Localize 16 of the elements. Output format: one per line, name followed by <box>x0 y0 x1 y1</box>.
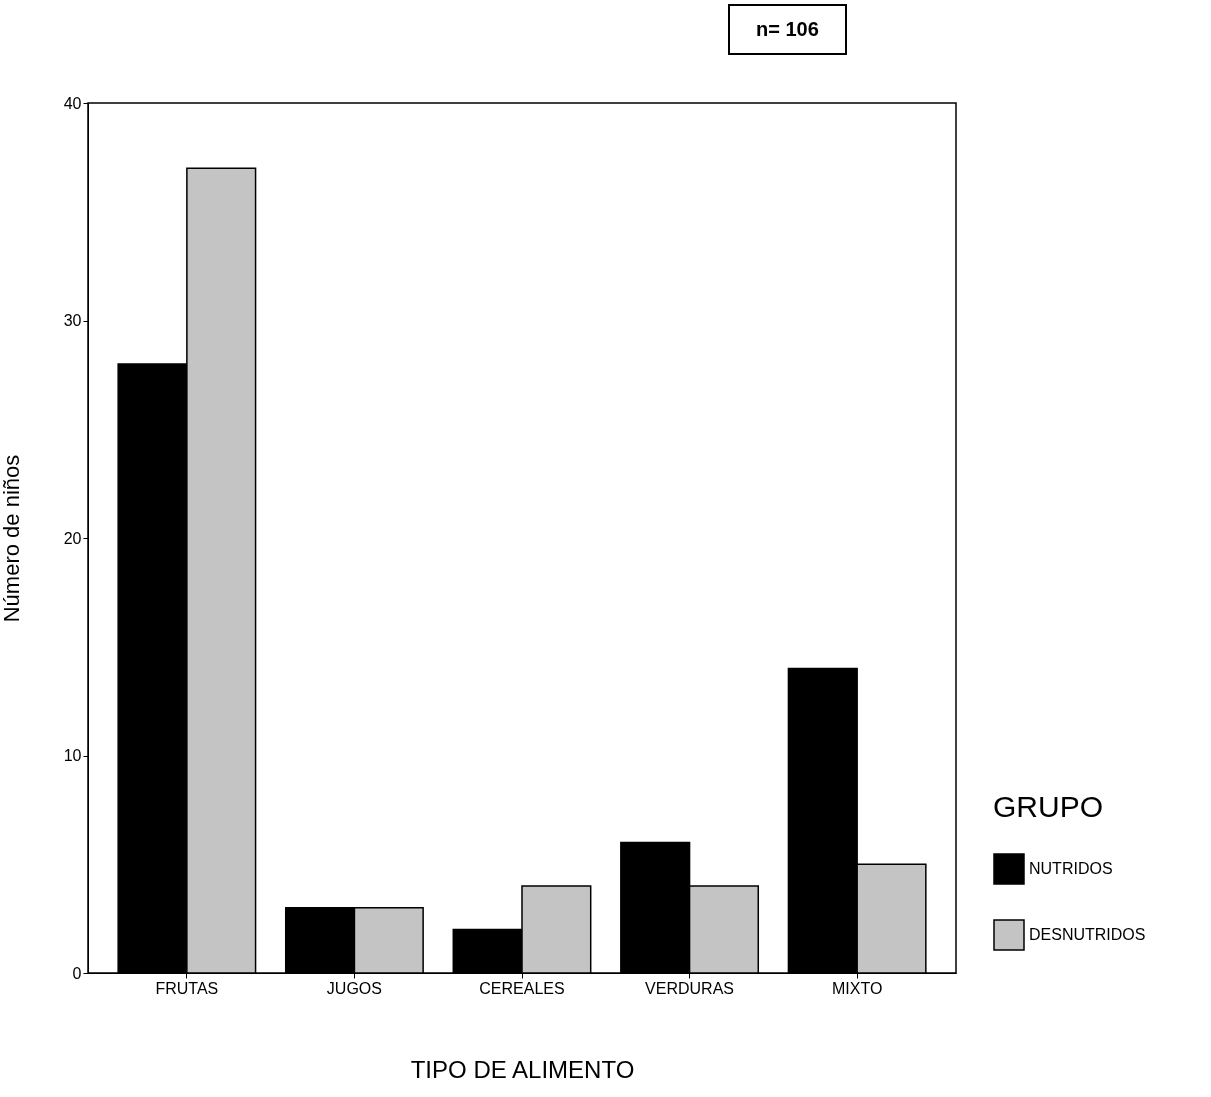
legend-label: NUTRIDOS <box>1029 860 1113 877</box>
y-tick-label: 20 <box>63 529 82 547</box>
x-tick-label: VERDURAS <box>645 979 735 997</box>
x-tick-label: FRUTAS <box>155 979 219 997</box>
y-tick-label: 40 <box>63 94 82 112</box>
y-tick-label: 30 <box>63 312 82 329</box>
legend-label: DESNUTRIDOS <box>1029 926 1146 943</box>
x-axis-title: TIPO DE ALIMENTO <box>410 1055 635 1083</box>
text: n= 106 <box>728 4 847 55</box>
x-tick-label: MIXTO <box>831 979 883 997</box>
legend-title: GRUPO <box>993 790 1104 823</box>
x-tick-label: CEREALES <box>479 979 565 997</box>
y-tick-label: 10 <box>63 747 82 764</box>
y-tick-label: 0 <box>72 964 82 982</box>
x-tick-label: JUGOS <box>326 979 382 997</box>
y-axis-title: Número de niños <box>0 454 24 623</box>
